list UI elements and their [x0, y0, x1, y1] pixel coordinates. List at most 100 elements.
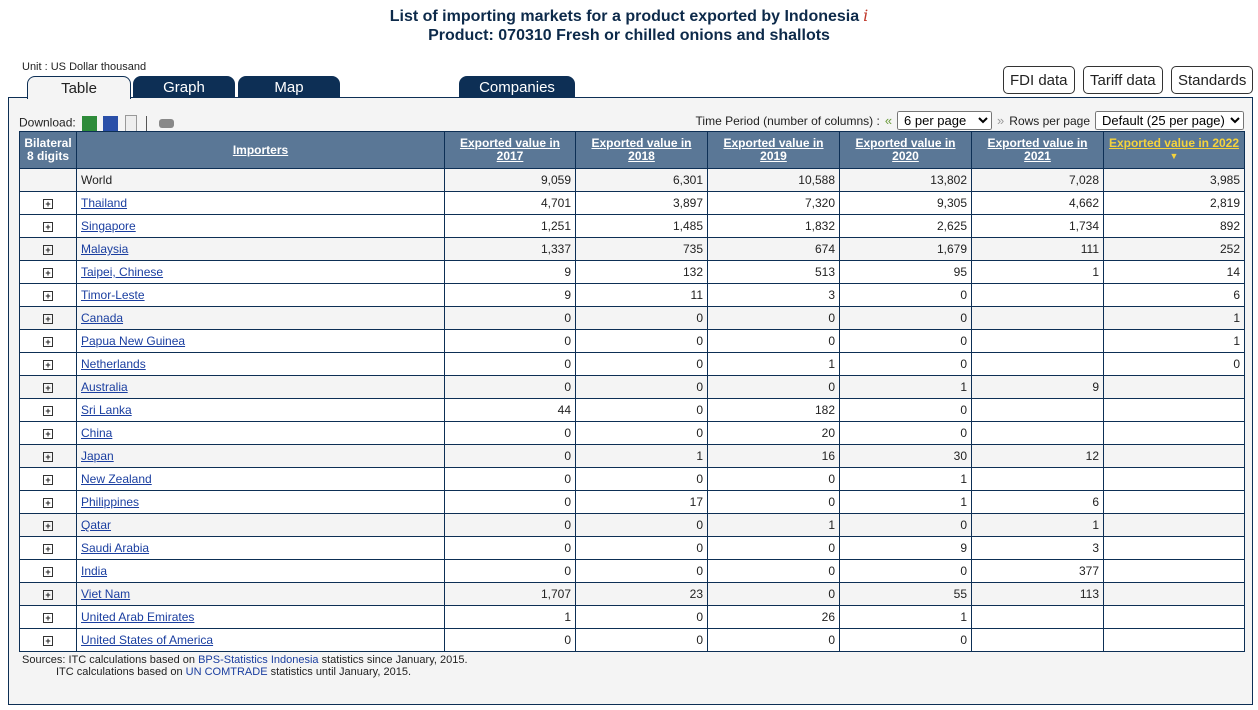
- standards-button[interactable]: Standards: [1171, 66, 1254, 94]
- importer-cell: Saudi Arabia: [76, 536, 445, 560]
- value-cell: 0: [575, 329, 708, 353]
- importer-link[interactable]: Netherlands: [81, 357, 146, 371]
- importer-link[interactable]: Saudi Arabia: [81, 541, 150, 555]
- tab-map[interactable]: Map: [238, 76, 340, 98]
- expand-icon[interactable]: +: [43, 291, 53, 301]
- year-sort-link[interactable]: Exported value in 2021: [987, 136, 1088, 163]
- value-cell: 0: [444, 559, 576, 583]
- importer-link[interactable]: Singapore: [81, 219, 136, 233]
- expand-icon[interactable]: +: [43, 590, 53, 600]
- fdi-data-button[interactable]: FDI data: [1003, 66, 1075, 94]
- expand-icon[interactable]: +: [43, 268, 53, 278]
- value-cell: 1: [971, 513, 1104, 537]
- year-header[interactable]: Exported value in 2018: [575, 131, 708, 169]
- year-sort-link[interactable]: Exported value in 2022: [1108, 136, 1240, 150]
- tab-table[interactable]: Table: [27, 76, 131, 99]
- print-icon[interactable]: [159, 119, 175, 128]
- importer-link[interactable]: Sri Lanka: [81, 403, 132, 417]
- tariff-data-button[interactable]: Tariff data: [1083, 66, 1163, 94]
- tab-graph[interactable]: Graph: [133, 76, 235, 98]
- expand-icon[interactable]: +: [43, 314, 53, 324]
- expand-icon[interactable]: +: [43, 222, 53, 232]
- year-header[interactable]: Exported value in 2017: [444, 131, 576, 169]
- next-columns-icon[interactable]: »: [997, 113, 1005, 128]
- expand-cell: +: [19, 536, 77, 560]
- expand-cell: +: [19, 214, 77, 238]
- year-sort-link[interactable]: Exported value in 2019: [723, 136, 824, 163]
- importer-link[interactable]: Canada: [81, 311, 124, 325]
- expand-icon[interactable]: +: [43, 475, 53, 485]
- year-header[interactable]: Exported value in 2020: [839, 131, 972, 169]
- expand-icon[interactable]: +: [43, 337, 53, 347]
- importer-link[interactable]: China: [81, 426, 113, 440]
- value-cell: 11: [575, 283, 708, 307]
- importer-link[interactable]: Viet Nam: [81, 587, 131, 601]
- previous-columns-icon[interactable]: «: [884, 113, 893, 128]
- value-cell: 0: [444, 306, 576, 330]
- year-sort-link[interactable]: Exported value in 2017: [459, 136, 561, 163]
- expand-icon[interactable]: +: [43, 199, 53, 209]
- value-cell: 0: [444, 352, 576, 376]
- expand-icon[interactable]: +: [43, 406, 53, 416]
- expand-icon[interactable]: +: [43, 498, 53, 508]
- value-cell: 1: [1103, 306, 1245, 330]
- year-sort-link[interactable]: Exported value in 2020: [855, 136, 956, 163]
- year-header[interactable]: Exported value in 2022 ▼: [1103, 131, 1245, 169]
- bps-link[interactable]: BPS-Statistics Indonesia: [198, 654, 319, 666]
- importer-link[interactable]: Malaysia: [81, 242, 129, 256]
- expand-cell: +: [19, 582, 77, 606]
- value-cell: 0: [839, 398, 972, 422]
- comtrade-link[interactable]: UN COMTRADE: [185, 666, 268, 678]
- expand-cell: +: [19, 352, 77, 376]
- value-cell: 0: [707, 490, 840, 514]
- expand-icon[interactable]: +: [43, 383, 53, 393]
- importer-link[interactable]: India: [81, 564, 108, 578]
- importer-link[interactable]: New Zealand: [81, 472, 152, 486]
- source-text: Sources: ITC calculations based on: [22, 654, 199, 666]
- importers-header[interactable]: Importers: [76, 131, 445, 169]
- value-cell: 1: [839, 605, 972, 629]
- importer-link[interactable]: Papua New Guinea: [81, 334, 186, 348]
- expand-icon[interactable]: +: [43, 429, 53, 439]
- value-cell: [1103, 444, 1245, 468]
- table-row: + Singapore 1,251 1,485 1,832 2,625 1,734 892: [19, 214, 1245, 238]
- value-cell: 6: [1103, 283, 1245, 307]
- rows-per-page-select[interactable]: Default (25 per page): [1095, 111, 1244, 130]
- importer-link[interactable]: Taipei, Chinese: [81, 265, 164, 279]
- importer-link[interactable]: United Arab Emirates: [81, 610, 195, 624]
- importer-link[interactable]: Timor-Leste: [81, 288, 145, 302]
- time-period-select[interactable]: 6 per page: [897, 111, 993, 130]
- expand-icon[interactable]: +: [43, 567, 53, 577]
- expand-icon[interactable]: +: [43, 452, 53, 462]
- tab-companies[interactable]: Companies: [459, 76, 575, 98]
- value-cell: 252: [1103, 237, 1245, 261]
- importer-link[interactable]: Thailand: [81, 196, 128, 210]
- value-cell: 44: [444, 398, 576, 422]
- importer-link[interactable]: Australia: [81, 380, 128, 394]
- importer-link[interactable]: Philippines: [81, 495, 140, 509]
- expand-cell: +: [19, 421, 77, 445]
- value-cell: 0: [444, 421, 576, 445]
- importers-sort-link[interactable]: Importers: [232, 142, 289, 157]
- excel-icon[interactable]: [82, 116, 98, 131]
- expand-cell: +: [19, 260, 77, 284]
- info-icon[interactable]: i: [863, 6, 869, 25]
- expand-icon[interactable]: +: [43, 544, 53, 554]
- importer-link[interactable]: Qatar: [81, 518, 112, 532]
- importer-link[interactable]: Japan: [81, 449, 114, 463]
- expand-icon[interactable]: +: [43, 245, 53, 255]
- year-header[interactable]: Exported value in 2019: [707, 131, 840, 169]
- expand-icon[interactable]: +: [43, 521, 53, 531]
- expand-icon[interactable]: +: [43, 613, 53, 623]
- importer-name: World: [81, 173, 113, 187]
- value-cell: 0: [839, 513, 972, 537]
- year-sort-link[interactable]: Exported value in 2018: [591, 136, 692, 163]
- year-header[interactable]: Exported value in 2021: [971, 131, 1104, 169]
- expand-icon[interactable]: +: [43, 636, 53, 646]
- text-file-icon[interactable]: [124, 115, 137, 132]
- importer-cell: United Arab Emirates: [76, 605, 445, 629]
- expand-icon[interactable]: +: [43, 360, 53, 370]
- word-icon[interactable]: [103, 116, 119, 131]
- source-text: statistics until January, 2015.: [267, 666, 412, 678]
- importer-link[interactable]: United States of America: [81, 633, 214, 647]
